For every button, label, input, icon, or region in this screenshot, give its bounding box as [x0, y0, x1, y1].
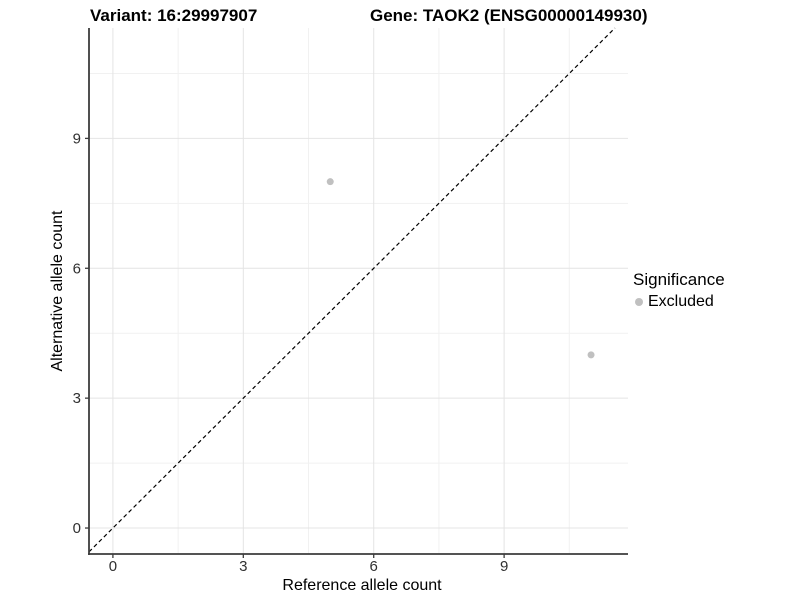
- y-axis-title: Alternative allele count: [49, 210, 66, 372]
- data-point: [326, 178, 334, 186]
- x-tick-label: 0: [109, 558, 117, 575]
- data-point: [587, 351, 595, 359]
- identity-dashed-line: [88, 27, 616, 553]
- y-tick-label: 9: [73, 130, 81, 147]
- x-tick-label: 9: [500, 558, 508, 575]
- plot-title-gene: Gene: TAOK2 (ENSG00000149930): [370, 6, 648, 25]
- y-tick-label: 6: [73, 260, 81, 277]
- x-tick-label: 3: [239, 558, 247, 575]
- x-tick-label: 6: [370, 558, 378, 575]
- legend-title: Significance: [633, 270, 725, 289]
- legend-circle-icon: [635, 298, 643, 306]
- legend-item-label: Excluded: [648, 293, 714, 310]
- legend-item-excluded: Excluded: [635, 293, 725, 311]
- legend: Significance Excluded: [633, 270, 725, 311]
- y-tick-label: 3: [73, 390, 81, 407]
- plot-title-variant: Variant: 16:29997907: [90, 6, 258, 25]
- y-tick-label: 0: [73, 520, 81, 537]
- x-axis-title: Reference allele count: [282, 577, 442, 594]
